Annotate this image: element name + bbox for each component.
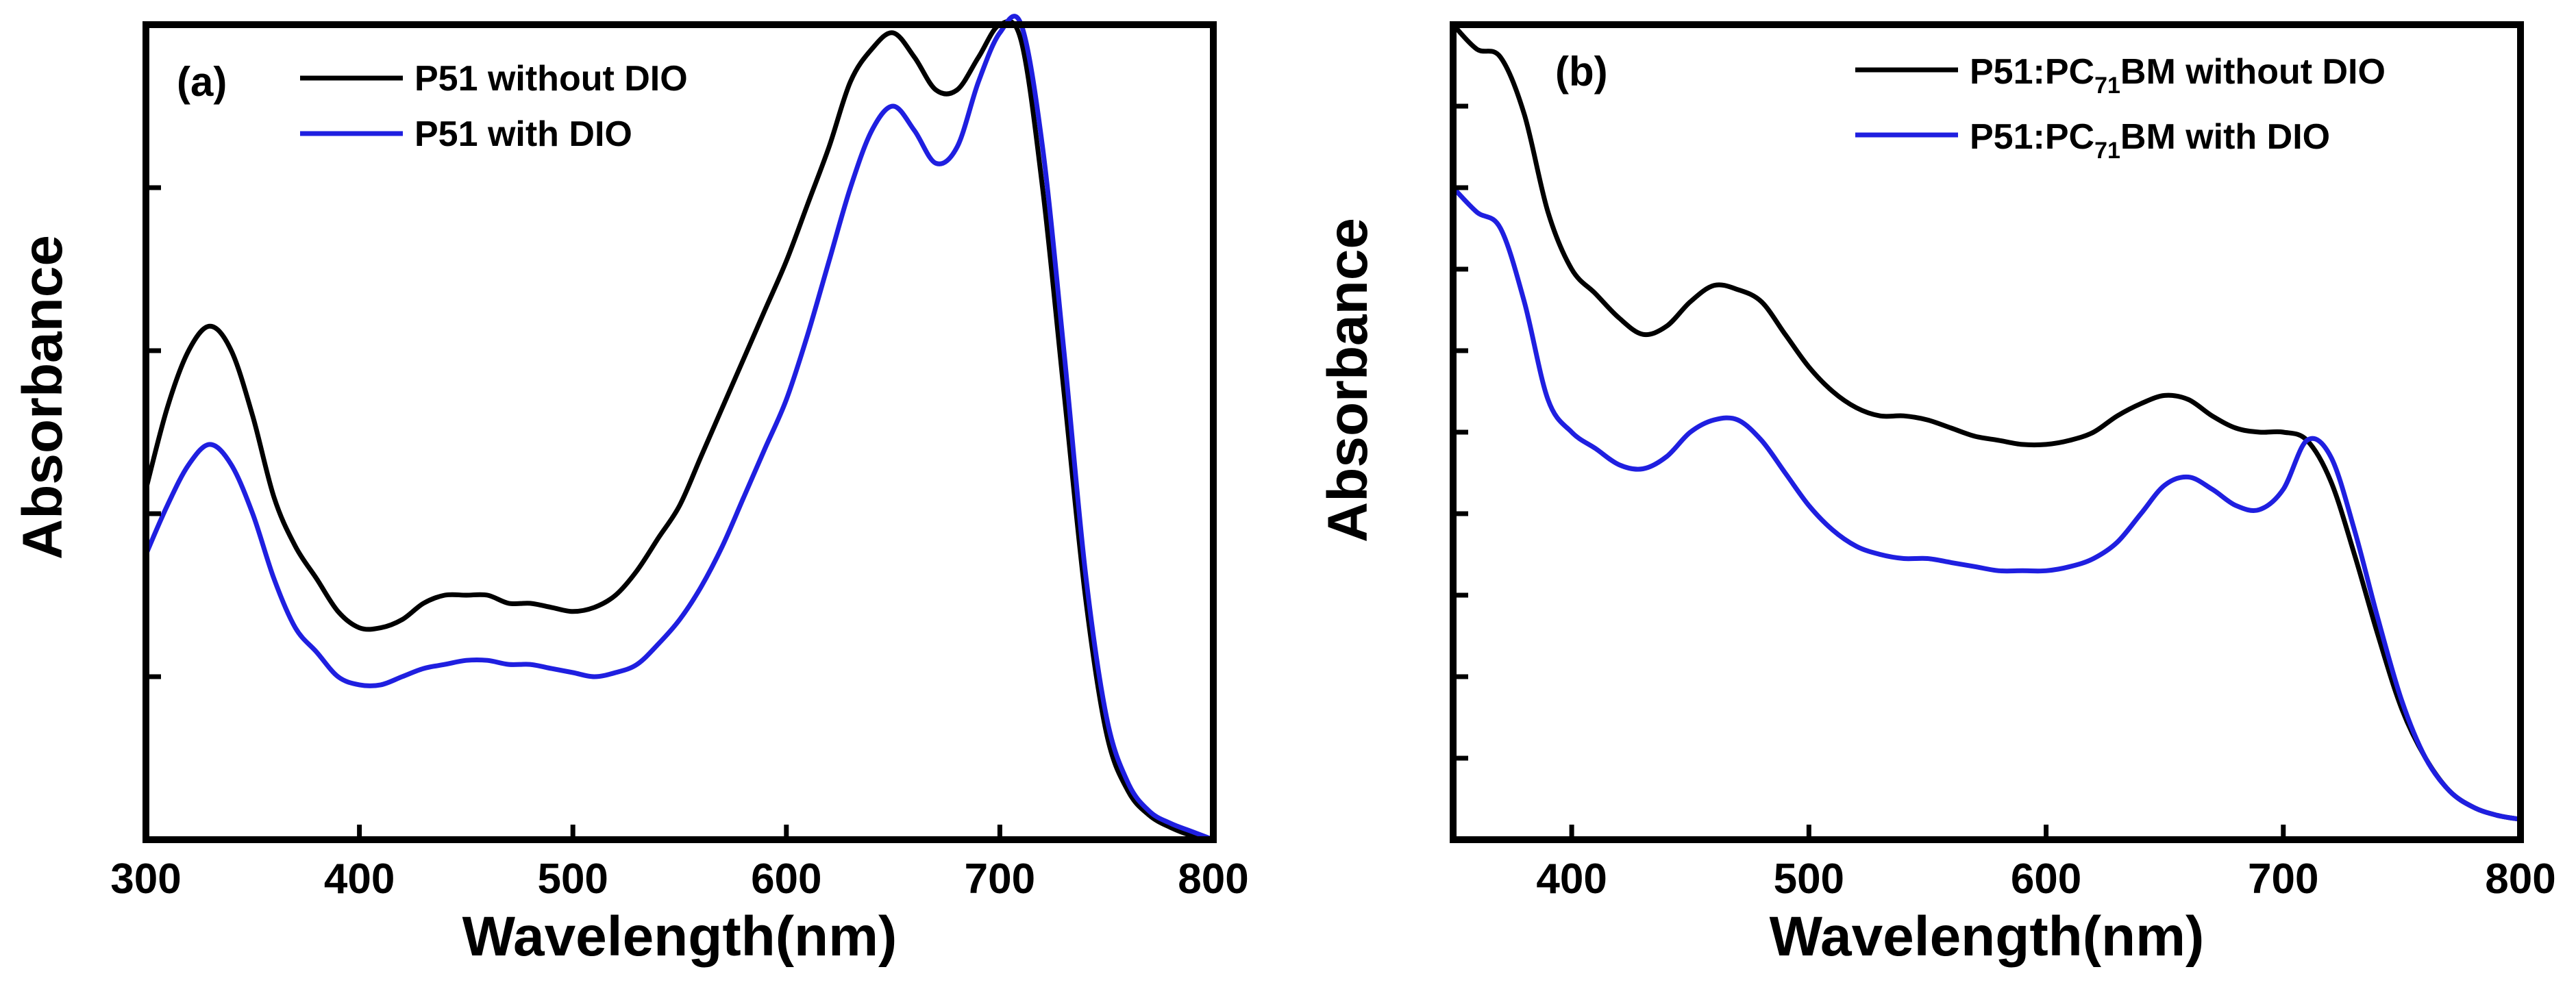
- panel-a-series-1-line: [143, 14, 1216, 842]
- panel-b-x-tick-label-1: 500: [1774, 855, 1844, 903]
- legend-b-label-0-subscript: 71: [2094, 73, 2120, 99]
- panel-b-x-axis-title: Wavelength(nm): [1770, 905, 2205, 968]
- panel-a-plot-frame: [143, 21, 1217, 843]
- panel-b-series-0-line: [1450, 22, 2523, 822]
- legend-b-label-0-part-a: P51:PC: [1970, 52, 2094, 92]
- panel-a-x-tick-label-1: 400: [324, 855, 395, 903]
- panel-a-label: (a): [177, 59, 227, 105]
- panel-b-y-axis-title: Absorbance: [1317, 218, 1379, 542]
- legend-b-label-1: P51:PC71BM with DIO: [1970, 117, 2330, 164]
- panel-b-x-tick-label-2: 600: [2011, 855, 2081, 903]
- panel-b-series-1-line: [1450, 185, 2523, 822]
- panel-b-x-tick-label-3: 700: [2248, 855, 2318, 903]
- panel-a-x-tick-label-5: 800: [1178, 855, 1248, 903]
- panel-a-series-0-line: [143, 18, 1216, 842]
- panel-b-chart: (b) P51:PC71BM without DIO P51:PC71BM wi…: [1317, 21, 2556, 968]
- panel-b-x-tick-label-0: 400: [1536, 855, 1607, 903]
- legend-a-label-1: P51 with DIO: [414, 114, 632, 154]
- panel-a-x-tick-label-0: 300: [110, 855, 181, 903]
- panel-b-label: (b): [1555, 49, 1608, 95]
- legend-b-label-0-part-b: BM without DIO: [2120, 52, 2386, 92]
- legend-b-label-0: P51:PC71BM without DIO: [1970, 52, 2386, 99]
- panel-a-x-tick-label-4: 700: [965, 855, 1035, 903]
- panel-a-x-tick-label-2: 500: [537, 855, 608, 903]
- panel-a-x-axis-title: Wavelength(nm): [462, 905, 897, 968]
- legend-a-label-0: P51 without DIO: [414, 59, 688, 99]
- legend-b-label-1-part-a: P51:PC: [1970, 117, 2094, 157]
- legend-b-label-1-part-b: BM with DIO: [2120, 117, 2330, 157]
- legend-b-label-1-subscript: 71: [2094, 138, 2120, 164]
- panel-a-chart: (a) P51 without DIO P51 with DIO Absorba…: [12, 14, 1249, 968]
- panel-a-x-tick-label-3: 600: [751, 855, 821, 903]
- panel-b-x-tick-label-4: 800: [2485, 855, 2555, 903]
- panel-a-y-axis-title: Absorbance: [12, 235, 74, 560]
